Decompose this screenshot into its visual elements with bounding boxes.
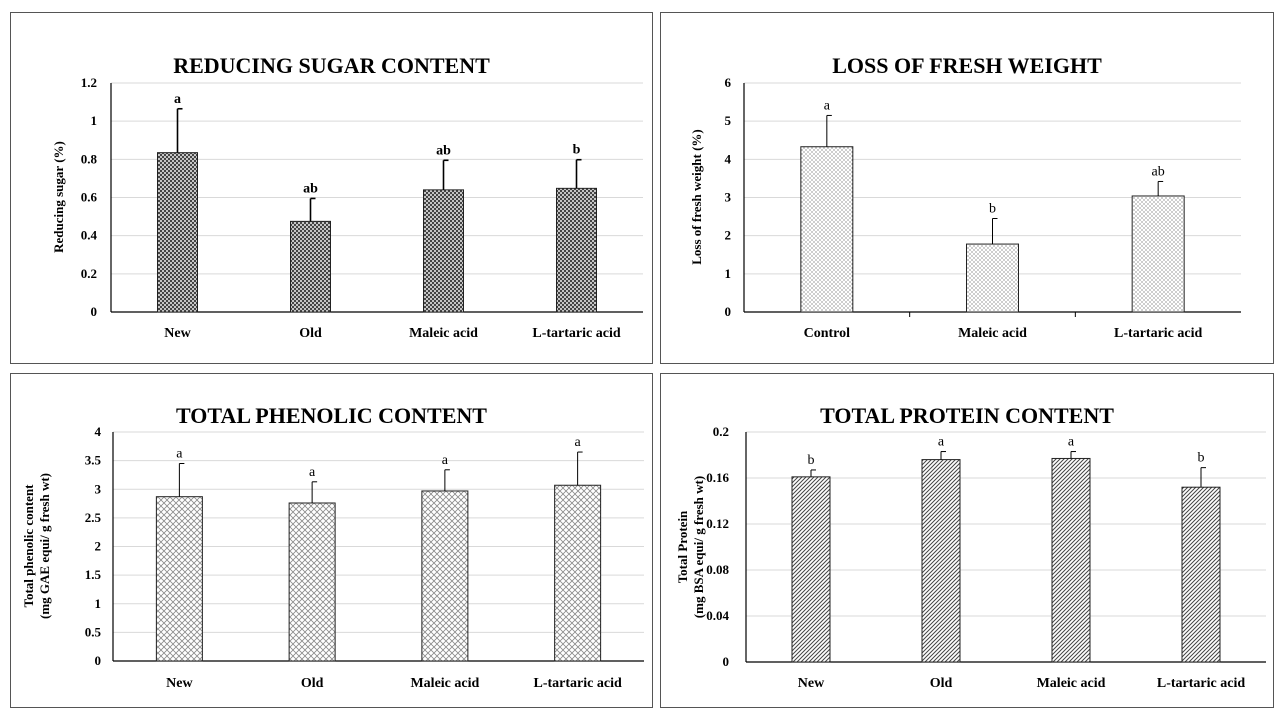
y-tick-label: 0.2 (81, 266, 97, 281)
significance-letter: a (824, 98, 831, 113)
category-label: New (798, 676, 825, 691)
y-tick-label: 2 (725, 228, 732, 243)
y-tick-label: 1 (91, 113, 98, 128)
significance-letter: b (808, 453, 815, 468)
chart-title: TOTAL PHENOLIC CONTENT (176, 403, 487, 428)
category-label: New (164, 326, 191, 341)
category-label: Old (930, 676, 953, 691)
bar (155, 496, 203, 662)
category-label: Maleic acid (958, 326, 1027, 341)
bar (556, 187, 597, 313)
y-tick-label: 0 (91, 304, 98, 319)
chart-title: LOSS OF FRESH WEIGHT (832, 53, 1102, 78)
category-label: L-tartaric acid (532, 326, 620, 341)
category-label: Maleic acid (409, 326, 478, 341)
y-tick-label: 4 (95, 424, 102, 439)
y-tick-label: 0.8 (81, 151, 98, 166)
category-label: L-tartaric acid (534, 676, 622, 691)
significance-letter: a (938, 435, 945, 450)
significance-letter: b (1198, 451, 1205, 466)
bar (921, 459, 961, 663)
bar (423, 189, 464, 313)
category-label: Maleic acid (410, 676, 479, 691)
chart-total-protein: TOTAL PROTEIN CONTENT 0 0.04 0.08 0.12 0.16 0.… (675, 403, 1266, 691)
category-label: L-tartaric acid (1114, 326, 1202, 341)
significance-letter: a (1068, 435, 1075, 450)
bar (791, 476, 831, 663)
y-tick-label: 4 (725, 151, 732, 166)
chart-title: TOTAL PROTEIN CONTENT (820, 403, 1114, 428)
chart-panel-total-phenolic: TOTAL PHENOLIC CONTENT 0 0.5 1 1.5 2 2.5 3 3.5 4 T… (10, 373, 653, 708)
significance-letter: a (575, 435, 582, 450)
bar (288, 502, 336, 662)
significance-letter: b (573, 143, 581, 158)
category-label: L-tartaric acid (1157, 676, 1245, 691)
bar (421, 490, 469, 662)
y-axis-label: Reducing sugar (%) (51, 141, 66, 253)
y-tick-label: 5 (725, 113, 732, 128)
y-tick-label: 1 (725, 266, 732, 281)
significance-letter: ab (303, 181, 318, 196)
significance-letter: a (176, 446, 183, 461)
chart-loss-fresh-weight: LOSS OF FRESH WEIGHT 0 1 2 3 4 5 6 Loss of fresh… (689, 53, 1241, 341)
y-tick-label: 0.4 (81, 228, 98, 243)
y-tick-label: 0.6 (81, 190, 98, 205)
bar (1051, 457, 1091, 663)
y-tick-label: 3 (725, 190, 732, 205)
y-tick-label: 0.16 (706, 470, 729, 485)
y-tick-label: 3.5 (85, 453, 102, 468)
significance-letter: a (442, 453, 449, 468)
chart-reducing-sugar: REDUCING SUGAR CONTENT 0 0.2 0.4 0.6 0.8 1 1.2 R… (51, 53, 643, 341)
y-axis-label: Total Protein(mg BSA equi/ g fresh wt) (675, 476, 706, 618)
category-label: Control (804, 326, 851, 341)
chart-title: REDUCING SUGAR CONTENT (173, 53, 490, 78)
chart-panel-reducing-sugar: REDUCING SUGAR CONTENT 0 0.2 0.4 0.6 0.8 1 1.2 R… (10, 12, 653, 364)
significance-letter: ab (1152, 164, 1165, 179)
chart-panel-total-protein: TOTAL PROTEIN CONTENT 0 0.04 0.08 0.12 0.16 0.… (660, 373, 1274, 708)
bar (554, 484, 602, 662)
bar (800, 146, 854, 313)
y-tick-label: 2 (95, 539, 102, 554)
y-tick-label: 1.2 (81, 75, 97, 90)
y-tick-label: 1 (95, 596, 102, 611)
y-tick-label: 0.12 (706, 516, 729, 531)
y-tick-label: 2.5 (85, 510, 102, 525)
y-tick-label: 0 (725, 304, 732, 319)
y-axis-label: Loss of fresh weight (%) (689, 129, 704, 265)
category-label: Old (301, 676, 324, 691)
y-tick-label: 0.08 (706, 562, 729, 577)
bar (157, 152, 198, 313)
chart-total-phenolic: TOTAL PHENOLIC CONTENT 0 0.5 1 1.5 2 2.5 3 3.5 4 T… (21, 403, 644, 691)
bar (1181, 486, 1221, 663)
bar (966, 243, 1019, 313)
significance-letter: a (174, 92, 181, 107)
y-tick-label: 3 (95, 481, 102, 496)
y-tick-label: 0.2 (713, 424, 729, 439)
bar (290, 220, 331, 313)
y-tick-label: 0 (723, 654, 730, 669)
y-tick-label: 6 (725, 75, 732, 90)
bar (1131, 195, 1185, 313)
significance-letter: b (989, 201, 996, 216)
y-tick-label: 0 (95, 653, 102, 668)
y-tick-label: 1.5 (85, 567, 102, 582)
significance-letter: a (309, 465, 316, 480)
y-tick-label: 0.04 (706, 608, 729, 623)
y-axis-label: Total phenolic content(mg GAE equi/ g fr… (21, 473, 52, 619)
category-label: New (166, 676, 193, 691)
significance-letter: ab (436, 143, 451, 158)
category-label: Old (299, 326, 322, 341)
category-label: Maleic acid (1037, 676, 1106, 691)
chart-panel-loss-fresh-weight: LOSS OF FRESH WEIGHT 0 1 2 3 4 5 6 Loss of fresh… (660, 12, 1274, 364)
y-tick-label: 0.5 (85, 624, 102, 639)
